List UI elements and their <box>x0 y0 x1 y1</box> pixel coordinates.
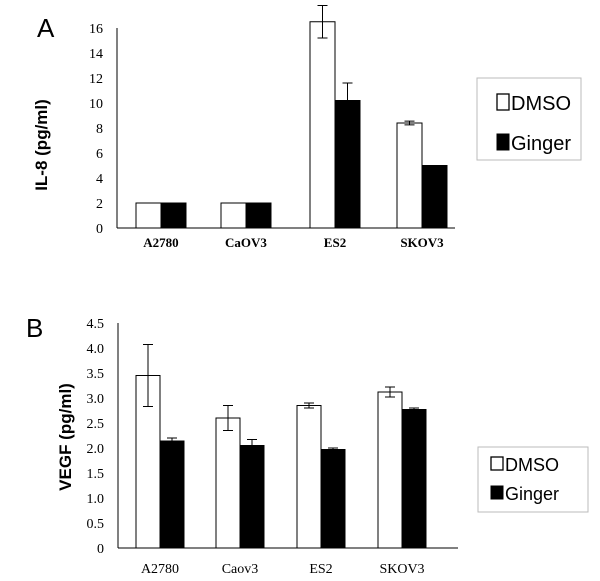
panel-b-x-tick-label: SKOV3 <box>379 562 424 577</box>
panel-b-error-bar-dmso <box>143 344 153 407</box>
panel-a-y-tick-label: 12 <box>89 72 103 87</box>
panel-a-error-bars <box>317 5 415 126</box>
panel-a-legend-ginger-swatch <box>496 133 510 151</box>
panel-b-y-tick-label: 0.5 <box>87 517 105 532</box>
panel-a-legend-dmso-swatch <box>496 93 510 111</box>
panel-b-y-tick-label: 1.5 <box>87 467 105 482</box>
panel-b-legend: DMSO Ginger <box>477 446 589 513</box>
panel-a-bars <box>135 21 448 229</box>
panel-b-bar-ginger <box>239 445 265 549</box>
panel-b-y-tick-label: 2.0 <box>87 442 105 457</box>
panel-b-error-bar-ginger <box>167 437 177 445</box>
panel-b-bar-ginger <box>159 440 185 549</box>
panel-a-x-tick-labels: A2780 CaOV3 ES2 SKOV3 <box>143 235 444 250</box>
panel-b-x-tick-label: Caov3 <box>222 562 259 577</box>
panel-a-legend-dmso-label: DMSO <box>511 93 571 115</box>
panel-a-bar-dmso <box>135 202 162 229</box>
panel-b-x-tick-label: A2780 <box>141 562 179 577</box>
panel-a-y-tick-label: 8 <box>96 122 103 137</box>
panel-a-error-bar-dmso <box>404 120 415 126</box>
panel-a-letter: A <box>37 13 55 43</box>
panel-a-y-tick-label: 10 <box>89 97 103 112</box>
panel-a-x-tick-label: CaOV3 <box>225 235 267 250</box>
panel-a-legend: DMSO Ginger <box>476 77 582 161</box>
panel-a-bar-ginger <box>334 100 361 229</box>
panel-b-error-bars <box>143 344 419 452</box>
panel-a-error-bar-ginger <box>342 82 353 119</box>
panel-a-error-bar-dmso <box>317 5 328 39</box>
panel-a-y-tick-label: 6 <box>96 147 103 162</box>
panel-b-y-axis-label: VEGF (pg/ml) <box>56 383 75 491</box>
panel-a-y-tick-label: 0 <box>96 222 103 237</box>
panel-a-y-ticks: 0 2 4 6 8 10 12 14 16 <box>89 22 103 237</box>
panel-a-legend-ginger-label: Ginger <box>511 133 571 155</box>
panel-b-error-bar-ginger <box>328 447 338 452</box>
panel-a-y-tick-label: 16 <box>89 22 103 37</box>
panel-a-y-tick-label: 4 <box>96 172 103 187</box>
panel-a-bar-ginger <box>421 165 448 229</box>
panel-a-x-tick-label: A2780 <box>143 235 178 250</box>
panel-b-y-tick-label: 0 <box>97 542 104 557</box>
panel-a-y-tick-label: 14 <box>89 47 103 62</box>
panel-a: A IL-8 (pg/ml) 0 2 4 6 8 10 12 14 16 A2780 CaOV3 E… <box>32 5 582 250</box>
panel-b-legend-ginger-label: Ginger <box>505 484 559 504</box>
panel-b-bar-dmso <box>296 405 322 549</box>
panel-a-y-axis-label: IL-8 (pg/ml) <box>32 99 51 191</box>
panel-b-y-tick-label: 3.0 <box>87 392 105 407</box>
panel-b-error-bar-dmso <box>223 405 233 431</box>
panel-b-bar-ginger <box>320 449 346 549</box>
panel-b-legend-ginger-swatch <box>490 485 504 500</box>
panel-b-y-ticks: 0 0.5 1.0 1.5 2.0 2.5 3.0 3.5 4.0 4.5 <box>87 317 105 557</box>
panel-a-bar-dmso <box>220 202 247 229</box>
panel-b-bar-dmso <box>377 391 403 549</box>
panel-a-bar-ginger <box>245 202 272 229</box>
panel-b-error-bar-dmso <box>304 402 314 409</box>
panel-a-legend-box <box>476 77 582 161</box>
panel-b-y-tick-label: 4.0 <box>87 342 105 357</box>
panel-b-legend-dmso-label: DMSO <box>505 455 559 475</box>
panel-b-letter: B <box>26 313 43 343</box>
panel-b-y-tick-label: 2.5 <box>87 417 105 432</box>
panel-a-bar-dmso <box>396 122 423 229</box>
panel-a-bar-dmso <box>309 21 336 229</box>
panel-b-bar-ginger <box>401 409 427 549</box>
panel-b-error-bar-dmso <box>385 386 395 398</box>
panel-b-x-tick-labels: A2780 Caov3 ES2 SKOV3 <box>141 562 425 577</box>
panel-b-bars <box>135 375 427 549</box>
panel-a-x-tick-label: SKOV3 <box>400 235 444 250</box>
panel-b-legend-dmso-swatch <box>490 456 504 471</box>
panel-a-bar-ginger <box>160 202 187 229</box>
panel-b: B VEGF (pg/ml) 0 0.5 1.0 1.5 2.0 2.5 3.0 3.5 4.0… <box>26 313 589 577</box>
panel-b-y-tick-label: 3.5 <box>87 367 105 382</box>
panel-b-y-tick-label: 1.0 <box>87 492 105 507</box>
panel-b-bar-dmso <box>215 417 241 549</box>
panel-b-error-bar-ginger <box>247 439 257 452</box>
panel-b-y-tick-label: 4.5 <box>87 317 105 332</box>
panel-b-x-tick-label: ES2 <box>309 562 332 577</box>
panel-a-x-tick-label: ES2 <box>324 235 346 250</box>
panel-a-y-tick-label: 2 <box>96 197 103 212</box>
panel-b-error-bar-ginger <box>409 407 419 412</box>
